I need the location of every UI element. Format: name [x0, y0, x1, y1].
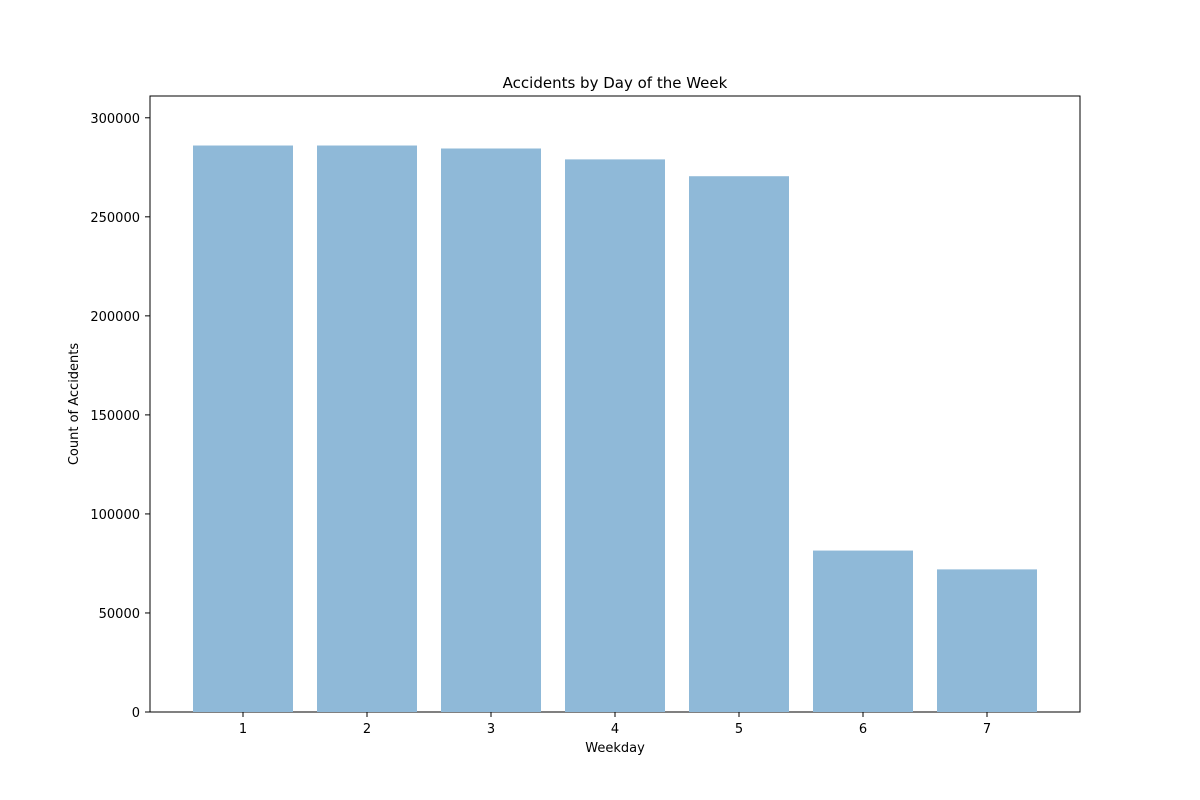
y-tick-label-5: 250000 — [90, 211, 140, 226]
bar-weekday-5 — [689, 176, 789, 713]
x-tick-label-5: 5 — [735, 722, 743, 737]
bar-weekday-6 — [813, 550, 913, 712]
bar-weekday-2 — [317, 145, 417, 712]
y-tick-label-0: 0 — [132, 706, 140, 721]
bars-layer — [193, 145, 1037, 713]
x-tick-label-1: 1 — [239, 722, 247, 737]
y-tick-label-3: 150000 — [90, 409, 140, 424]
x-tick-label-6: 6 — [859, 722, 867, 737]
x-tick-label-3: 3 — [487, 722, 495, 737]
y-tick-label-1: 50000 — [99, 607, 140, 622]
y-axis-label: Count of Accidents — [67, 343, 82, 466]
chart-title: Accidents by Day of the Week — [503, 74, 728, 92]
bar-weekday-7 — [937, 569, 1037, 712]
x-axis-label: Weekday — [585, 741, 645, 756]
y-tick-label-2: 100000 — [90, 508, 140, 523]
y-tick-label-4: 200000 — [90, 310, 140, 325]
bar-weekday-3 — [441, 148, 541, 712]
bar-weekday-1 — [193, 145, 293, 712]
bar-weekday-4 — [565, 159, 665, 712]
x-tick-label-2: 2 — [363, 722, 371, 737]
x-tick-label-7: 7 — [983, 722, 991, 737]
x-tick-label-4: 4 — [611, 722, 619, 737]
y-tick-label-6: 300000 — [90, 112, 140, 127]
y-axis-ticks: 0 50000 100000 150000 200000 250000 300000 — [90, 112, 150, 721]
x-axis-ticks: 1 2 3 4 5 6 7 — [239, 712, 991, 737]
